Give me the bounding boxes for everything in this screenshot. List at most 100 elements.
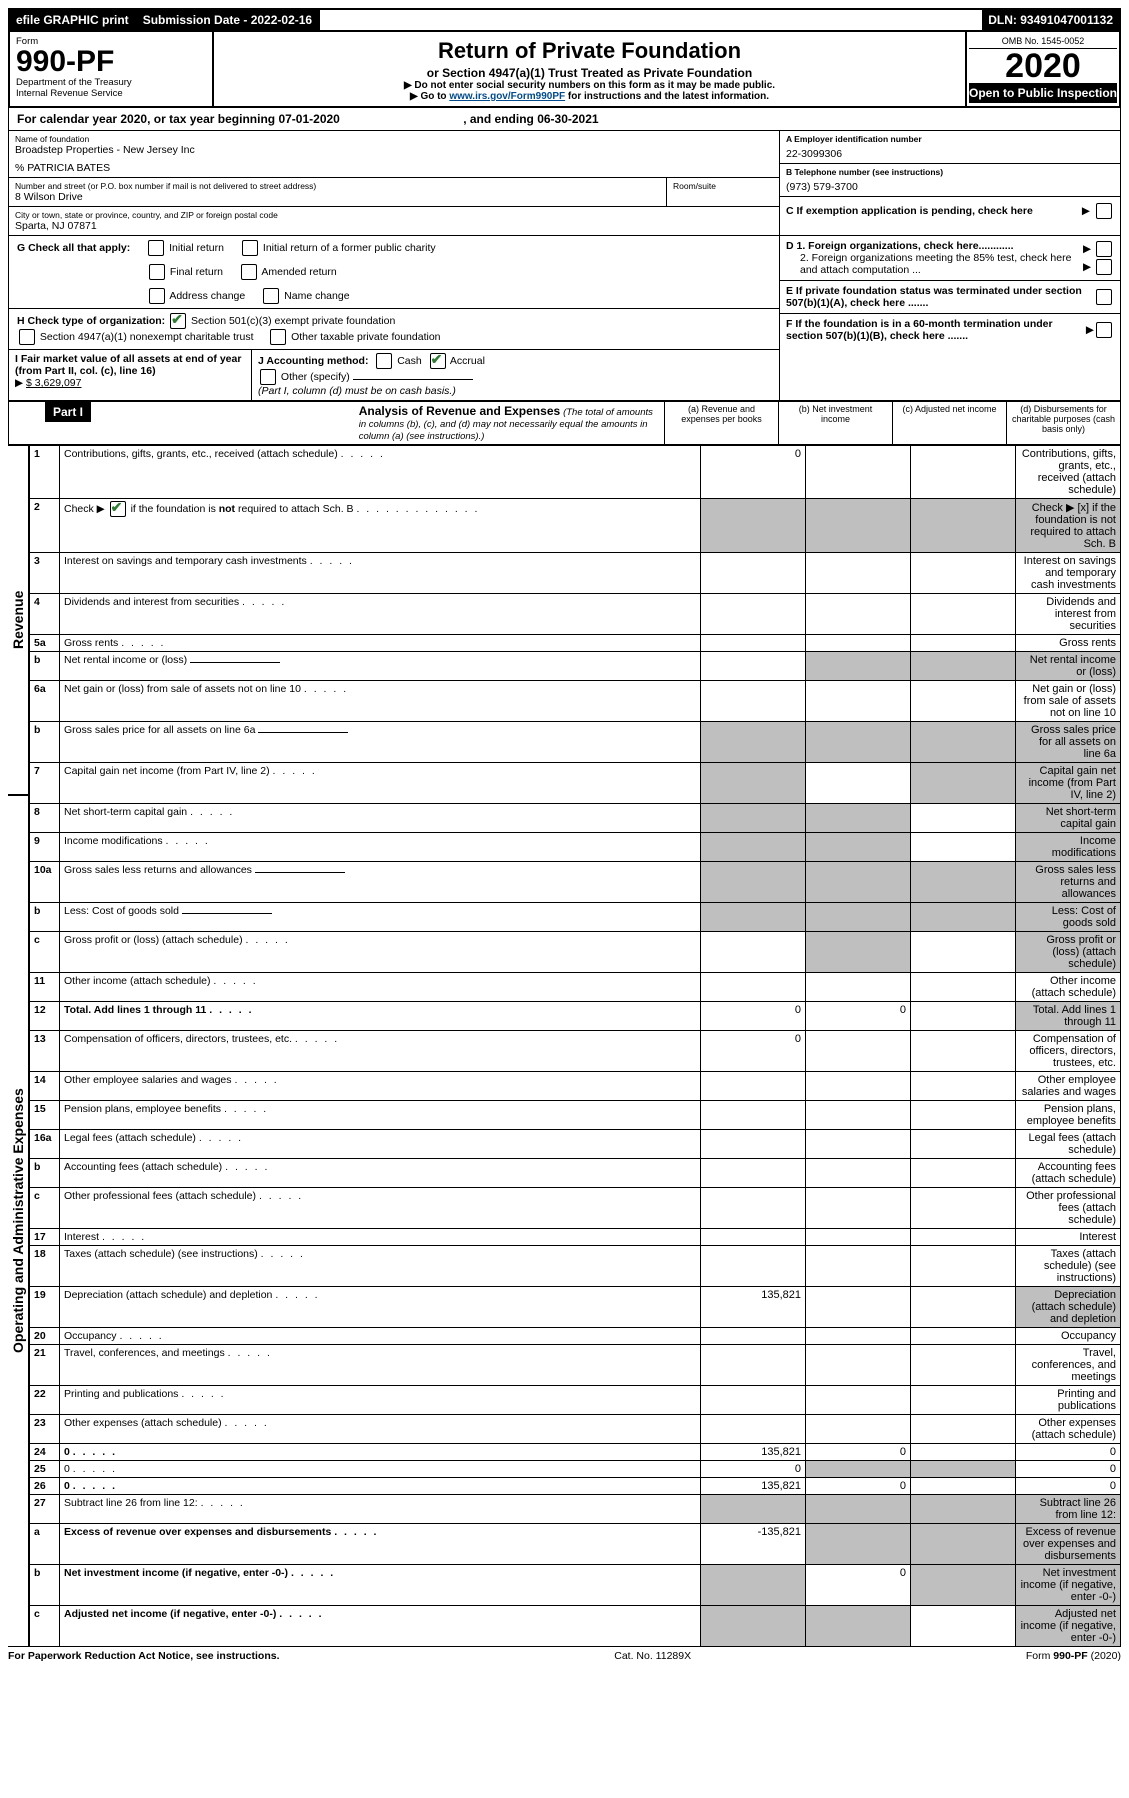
g-address[interactable]: [149, 288, 165, 304]
amt-a: 135,821: [701, 1444, 806, 1461]
table-row: 17Interest . . . . .Interest: [30, 1229, 1121, 1246]
phone-label: B Telephone number (see instructions): [786, 167, 1114, 177]
part1-body-table: 1Contributions, gifts, grants, etc., rec…: [29, 445, 1121, 1647]
row-desc: Gross sales price for all assets on line…: [60, 722, 701, 763]
amt-d: Capital gain net income (from Part IV, l…: [1016, 763, 1121, 804]
amt-b: 0: [806, 1444, 911, 1461]
ghij-left: G Check all that apply: Initial return I…: [9, 236, 780, 400]
instr2-prefix: ▶ Go to: [410, 91, 449, 102]
table-row: 11Other income (attach schedule) . . . .…: [30, 973, 1121, 1002]
amt-b: [806, 1246, 911, 1287]
amt-a: [701, 1565, 806, 1606]
row-number: 27: [30, 1495, 60, 1524]
instr-2: ▶ Go to www.irs.gov/Form990PF for instru…: [220, 91, 959, 102]
amt-d: Gross sales price for all assets on line…: [1016, 722, 1121, 763]
d1-checkbox[interactable]: [1096, 241, 1112, 257]
efile-label: efile GRAPHIC print: [10, 10, 137, 30]
h-other-tax[interactable]: [270, 329, 286, 345]
table-row: 7Capital gain net income (from Part IV, …: [30, 763, 1121, 804]
j-label: J Accounting method:: [258, 355, 368, 367]
amt-b: [806, 1415, 911, 1444]
amt-a: [701, 1188, 806, 1229]
amt-d: 0: [1016, 1461, 1121, 1478]
row-desc: Net short-term capital gain . . . . .: [60, 804, 701, 833]
amt-a: [701, 553, 806, 594]
amt-d: Compensation of officers, directors, tru…: [1016, 1031, 1121, 1072]
row-number: c: [30, 1188, 60, 1229]
amt-b: [806, 1287, 911, 1328]
amt-a: 0: [701, 1031, 806, 1072]
j-cash[interactable]: [376, 353, 392, 369]
amt-c: [911, 722, 1016, 763]
row-desc: 0 . . . . .: [60, 1444, 701, 1461]
amt-b: [806, 1188, 911, 1229]
schb-checkbox[interactable]: [110, 501, 126, 517]
col-c: (c) Adjusted net income: [893, 402, 1007, 445]
amt-c: [911, 1287, 1016, 1328]
amt-b: [806, 1328, 911, 1345]
amt-b: [806, 1101, 911, 1130]
row-desc: Accounting fees (attach schedule) . . . …: [60, 1159, 701, 1188]
row-desc: Taxes (attach schedule) (see instruction…: [60, 1246, 701, 1287]
amt-d: Other professional fees (attach schedule…: [1016, 1188, 1121, 1229]
page-footer: For Paperwork Reduction Act Notice, see …: [8, 1647, 1121, 1662]
cal-begin: 07-01-2020: [278, 112, 339, 126]
amt-c: [911, 1415, 1016, 1444]
amt-c: [911, 635, 1016, 652]
g-initial[interactable]: [148, 240, 164, 256]
amt-d: Subtract line 26 from line 12:: [1016, 1495, 1121, 1524]
c-checkbox[interactable]: [1096, 203, 1112, 219]
j-other[interactable]: [260, 369, 276, 385]
row-number: b: [30, 652, 60, 681]
h-4947[interactable]: [19, 329, 35, 345]
row-number: 23: [30, 1415, 60, 1444]
row-number: 20: [30, 1328, 60, 1345]
amt-a: [701, 1328, 806, 1345]
amt-c: [911, 1606, 1016, 1647]
table-row: bAccounting fees (attach schedule) . . .…: [30, 1159, 1121, 1188]
d2-checkbox[interactable]: [1096, 259, 1112, 275]
g-amended[interactable]: [241, 264, 257, 280]
amt-a: [701, 763, 806, 804]
amt-c: [911, 681, 1016, 722]
amt-a: [701, 1415, 806, 1444]
row-desc: 0 . . . . .: [60, 1461, 701, 1478]
g-name-change[interactable]: [263, 288, 279, 304]
amt-d: Occupancy: [1016, 1328, 1121, 1345]
g-opt-1: Final return: [170, 266, 223, 278]
f-label: F If the foundation is in a 60-month ter…: [786, 318, 1086, 342]
g-initial-former[interactable]: [242, 240, 258, 256]
amt-b: [806, 1345, 911, 1386]
row-desc: Check ▶ if the foundation is not require…: [60, 499, 701, 553]
ghij-def-block: G Check all that apply: Initial return I…: [8, 236, 1121, 401]
amt-c: [911, 499, 1016, 553]
table-row: 13Compensation of officers, directors, t…: [30, 1031, 1121, 1072]
amt-a: [701, 833, 806, 862]
table-row: 12Total. Add lines 1 through 11 . . . . …: [30, 1002, 1121, 1031]
instr-link[interactable]: www.irs.gov/Form990PF: [449, 91, 565, 102]
amt-c: [911, 973, 1016, 1002]
amt-b: [806, 681, 911, 722]
row-desc: Income modifications . . . . .: [60, 833, 701, 862]
amt-b: [806, 635, 911, 652]
amt-a: [701, 903, 806, 932]
f-checkbox[interactable]: [1096, 322, 1112, 338]
row-desc: Total. Add lines 1 through 11 . . . . .: [60, 1002, 701, 1031]
e-checkbox[interactable]: [1096, 289, 1112, 305]
g-final[interactable]: [149, 264, 165, 280]
table-row: 14Other employee salaries and wages . . …: [30, 1072, 1121, 1101]
row-number: 5a: [30, 635, 60, 652]
amt-d: Net short-term capital gain: [1016, 804, 1121, 833]
j-accrual[interactable]: [430, 353, 446, 369]
amt-b: [806, 1461, 911, 1478]
part1-label: Part I: [45, 402, 91, 422]
row-number: 16a: [30, 1130, 60, 1159]
amt-a: [701, 1072, 806, 1101]
table-row: 18Taxes (attach schedule) (see instructi…: [30, 1246, 1121, 1287]
h-label: H Check type of organization:: [17, 315, 165, 327]
amt-c: [911, 763, 1016, 804]
row-number: b: [30, 722, 60, 763]
row-desc: Occupancy . . . . .: [60, 1328, 701, 1345]
amt-d: Less: Cost of goods sold: [1016, 903, 1121, 932]
h-501c3[interactable]: [170, 313, 186, 329]
